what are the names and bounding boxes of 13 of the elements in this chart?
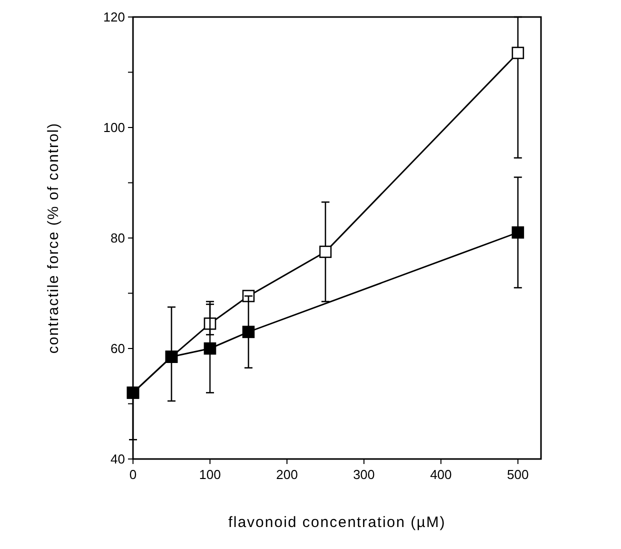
y-tick-label: 100 (103, 120, 125, 135)
x-tick-label: 400 (430, 467, 452, 482)
x-tick-label: 500 (507, 467, 529, 482)
y-axis-title: contractile force (% of control) (45, 122, 62, 354)
x-tick-label: 0 (129, 467, 137, 482)
x-tick-label: 300 (353, 467, 375, 482)
x-tick-label: 100 (199, 467, 221, 482)
x-axis-title: flavonoid concentration (µM) (228, 514, 446, 531)
y-tick-label: 60 (110, 341, 125, 356)
x-tick-label: 200 (276, 467, 298, 482)
y-tick-label: 120 (103, 10, 125, 24)
y-tick-label: 80 (110, 230, 125, 246)
y-tick-label: 40 (110, 452, 125, 466)
